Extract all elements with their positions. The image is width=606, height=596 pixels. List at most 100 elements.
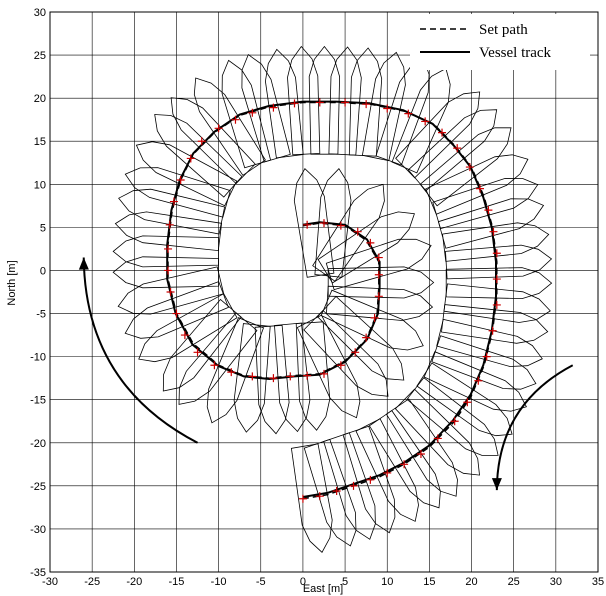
- waypoint-marker: [474, 376, 483, 385]
- direction-arrow-counter-clockwise: [82, 257, 198, 444]
- waypoint-marker: [169, 197, 178, 206]
- waypoint-marker: [404, 109, 413, 118]
- waypoint-marker: [336, 221, 345, 230]
- vessel-outline: [254, 324, 290, 435]
- y-tick-label: 15: [34, 136, 46, 148]
- waypoint-marker: [172, 309, 181, 318]
- vessel-outline: [419, 127, 512, 207]
- vessel-outline: [293, 168, 335, 278]
- y-tick-label: -20: [30, 438, 46, 450]
- vessel-outlines: [112, 45, 553, 553]
- vessel-outline: [303, 438, 357, 547]
- vessel-outline: [118, 188, 226, 235]
- tick-labels: -30 -25 -20 -15 -10 -5 0 5 10 15 20 25 30 35-35-30-25…: [30, 7, 604, 588]
- vessel-outline: [117, 266, 225, 315]
- direction-arrowhead: [78, 257, 89, 270]
- vessel-outline: [170, 97, 256, 185]
- x-tick-label: 5: [342, 576, 348, 588]
- x-tick-label: 0: [300, 576, 306, 588]
- waypoint-marker: [450, 417, 459, 426]
- waypoint-marker: [332, 487, 341, 496]
- y-axis-label: North [m]: [6, 260, 18, 305]
- y-tick-label: 0: [40, 265, 46, 277]
- x-tick-label: -20: [126, 576, 142, 588]
- vessel-outline: [135, 141, 238, 207]
- x-axis-label: East [m]: [303, 583, 343, 595]
- vessel-outline: [443, 283, 551, 323]
- vessel-track-line: [166, 100, 497, 498]
- waypoint-marker: [475, 184, 484, 193]
- y-tick-label: 5: [40, 222, 46, 234]
- waypoint-marker: [231, 115, 240, 124]
- vessel-outline: [425, 154, 529, 215]
- waypoint-marker: [400, 460, 409, 469]
- vessel-outline: [162, 298, 242, 392]
- vessel-outline: [241, 53, 291, 163]
- vessel-outline: [442, 222, 550, 262]
- vessel-outline: [178, 312, 258, 405]
- waypoint-marker: [336, 361, 345, 370]
- vessel-outline: [114, 211, 223, 252]
- vessel-outline: [124, 281, 229, 339]
- x-tick-label: 25: [508, 576, 520, 588]
- vessel-outline: [124, 167, 231, 218]
- y-tick-label: -10: [30, 352, 46, 364]
- x-tick-label: -5: [256, 576, 266, 588]
- waypoint-marker: [416, 449, 425, 458]
- series-lines: [166, 100, 498, 500]
- vessel-outline: [361, 51, 406, 162]
- waypoint-marker: [269, 374, 278, 383]
- y-tick-label: 30: [34, 7, 46, 19]
- waypoint-marker: [492, 249, 501, 258]
- waypoint-marker: [366, 475, 375, 484]
- waypoint-marker: [433, 434, 442, 443]
- waypoint-marker: [351, 348, 360, 357]
- y-tick-label: 10: [34, 179, 46, 191]
- vessel-outline: [290, 443, 333, 553]
- vessel-outline: [328, 46, 362, 156]
- x-tick-label: -10: [211, 576, 227, 588]
- waypoint-marker: [197, 137, 206, 146]
- vessel-outline: [287, 45, 321, 156]
- x-tick-label: 20: [465, 576, 477, 588]
- waypoint-marker: [164, 266, 173, 275]
- waypoint-marker: [349, 481, 358, 490]
- waypoint-marker: [303, 220, 312, 229]
- direction-arrows: [78, 257, 574, 491]
- waypoint-marker: [320, 369, 328, 378]
- waypoint-marker: [165, 220, 174, 229]
- direction-arrow-clockwise: [495, 364, 574, 491]
- vessel-outline: [431, 335, 537, 390]
- vessel-outline: [233, 323, 271, 433]
- vessel-outline: [436, 318, 543, 367]
- waypoint-marker: [164, 244, 173, 253]
- vessel-outline: [325, 238, 432, 291]
- y-tick-label: -5: [36, 309, 46, 321]
- vessel-outline: [406, 377, 499, 456]
- vessel-outline: [308, 45, 341, 155]
- waypoint-marker: [484, 206, 493, 215]
- vessel-outline: [312, 183, 385, 282]
- waypoint-marker: [366, 238, 375, 247]
- waypoint-marker: [383, 104, 392, 113]
- vessel-outline: [437, 198, 545, 249]
- y-tick-label: 20: [34, 93, 46, 105]
- waypoint-marker: [269, 103, 278, 112]
- waypoint-marker: [298, 494, 307, 503]
- vessel-outline: [303, 309, 389, 397]
- y-tick-label: -25: [30, 481, 46, 493]
- waypoint-marker: [210, 361, 219, 370]
- y-tick-label: -35: [30, 567, 46, 579]
- vessel-outline: [206, 317, 265, 424]
- vessel-outline: [314, 168, 352, 278]
- waypoint-marker: [193, 348, 202, 357]
- y-tick-label: -30: [30, 524, 46, 536]
- waypoint-marker: [315, 98, 324, 107]
- plot-border: [49, 11, 599, 573]
- waypoint-markers: [164, 98, 501, 503]
- waypoint-marker: [492, 275, 501, 284]
- waypoint-marker: [489, 227, 498, 236]
- waypoint-marker: [180, 331, 189, 340]
- vessel-outline: [348, 47, 383, 157]
